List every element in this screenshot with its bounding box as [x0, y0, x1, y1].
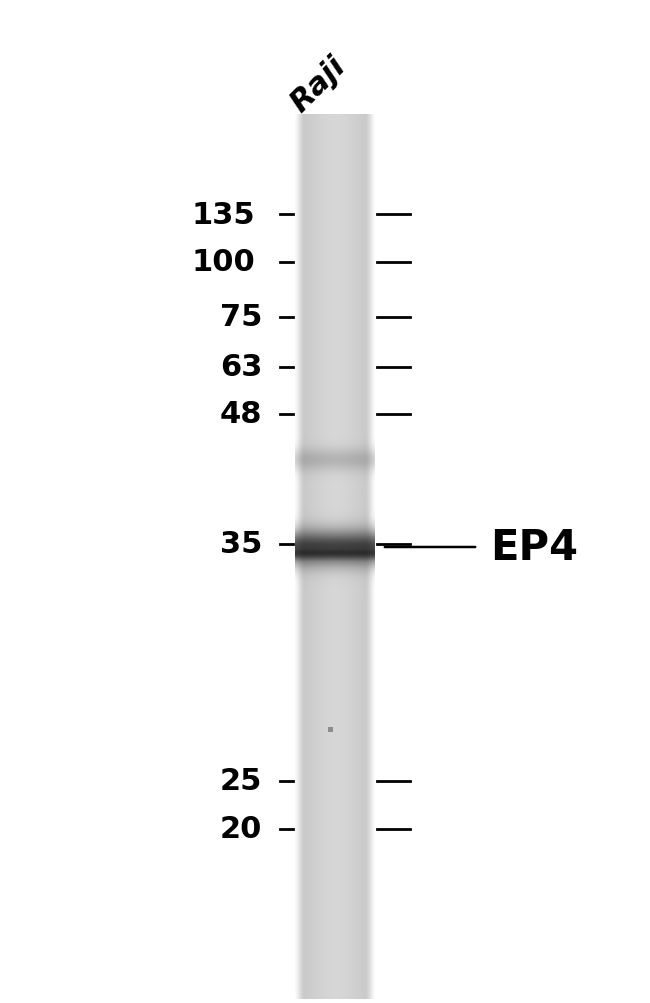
Text: 75: 75 — [220, 303, 262, 332]
Text: 20: 20 — [220, 814, 262, 844]
Text: 100: 100 — [191, 249, 255, 277]
Text: 25: 25 — [220, 766, 262, 795]
Text: 35: 35 — [220, 530, 262, 559]
Text: 63: 63 — [220, 353, 262, 382]
Text: 135: 135 — [191, 201, 255, 230]
Text: Raji: Raji — [285, 51, 351, 118]
Text: 48: 48 — [220, 400, 262, 429]
Text: EP4: EP4 — [490, 527, 578, 569]
